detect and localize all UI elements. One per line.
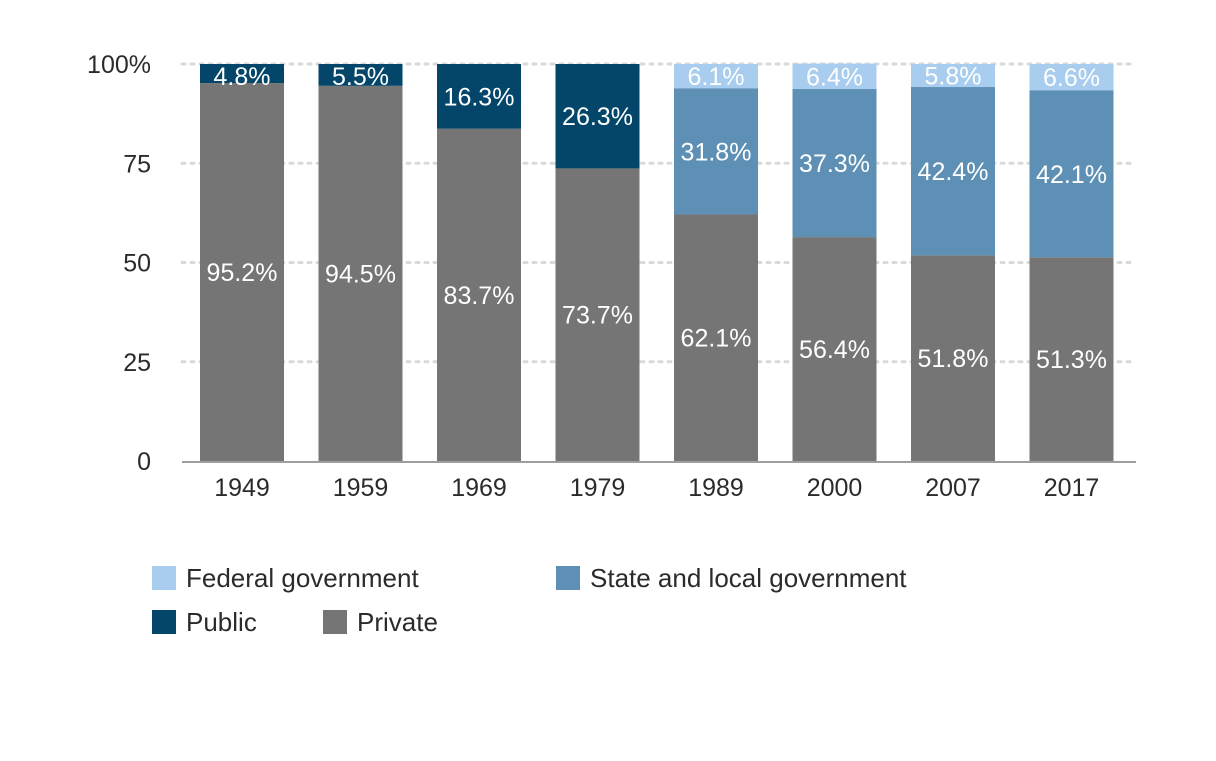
data-label-public-1969: 16.3% xyxy=(444,83,515,111)
y-tick-label-100: 100% xyxy=(87,51,151,79)
x-tick-label-2000: 2000 xyxy=(807,474,863,502)
bar-public-1969 xyxy=(437,64,521,129)
y-tick-label-50: 50 xyxy=(123,250,151,278)
x-tick-label-2007: 2007 xyxy=(925,474,981,502)
legend-item-private: Private xyxy=(323,607,438,637)
legend-swatch-private xyxy=(323,610,347,634)
legend-label-state-local-government: State and local government xyxy=(590,562,907,593)
bar-federal-government-2000 xyxy=(792,63,877,90)
bar-state-and-local-government-2007 xyxy=(911,87,995,256)
data-label-private-2017: 51.3% xyxy=(1036,346,1107,374)
x-tick-label-1989: 1989 xyxy=(688,474,744,502)
data-label-private-1949: 95.2% xyxy=(207,259,278,287)
legend-item-state-local-government: State and local government xyxy=(556,563,907,593)
bar-state-and-local-government-1989 xyxy=(674,88,758,215)
legend-swatch-public xyxy=(152,610,176,634)
data-label-public-1959: 5.5% xyxy=(332,63,389,91)
data-label-federal-government-2017: 6.6% xyxy=(1043,64,1100,92)
bar-public-1959 xyxy=(318,64,403,86)
x-tick-label-1979: 1979 xyxy=(570,474,626,502)
legend-label-private: Private xyxy=(357,606,438,637)
legend-item-federal-government: Federal government xyxy=(152,563,419,593)
data-label-public-1979: 26.3% xyxy=(562,103,633,131)
bar-private-2017 xyxy=(1029,257,1114,461)
bar-public-1949 xyxy=(200,64,284,84)
legend-swatch-state-local-government xyxy=(556,566,580,590)
legend-label-public: Public xyxy=(186,606,257,637)
data-label-private-1979: 73.7% xyxy=(562,302,633,330)
bar-public-1979 xyxy=(555,64,640,169)
bar-state-and-local-government-2000 xyxy=(792,89,877,238)
data-label-state-and-local-government-2017: 42.1% xyxy=(1036,161,1107,189)
x-tick-label-1949: 1949 xyxy=(214,474,270,502)
bar-private-2007 xyxy=(911,255,995,461)
x-axis: 1949 1959 1969 1979 1989 2000 2007 2017 xyxy=(182,461,1136,502)
data-label-federal-government-2007: 5.8% xyxy=(925,63,982,91)
data-labels: 95.2% 4.8% 94.5% 5.5% 83.7% 16.3% 73.7% 26.3% 62… xyxy=(207,63,1107,375)
bar-private-1949 xyxy=(200,83,284,461)
data-label-private-2000: 56.4% xyxy=(799,336,870,364)
bar-federal-government-2007 xyxy=(911,64,995,88)
bar-private-1969 xyxy=(437,128,521,461)
bar-federal-government-2017 xyxy=(1029,64,1114,91)
x-tick-label-1959: 1959 xyxy=(333,474,389,502)
data-label-private-1959: 94.5% xyxy=(325,260,396,288)
y-tick-label-0: 0 xyxy=(137,448,151,476)
bar-private-1979 xyxy=(555,168,640,461)
bar-private-1989 xyxy=(674,214,758,461)
bar-private-1959 xyxy=(318,85,403,462)
x-tick-label-1969: 1969 xyxy=(451,474,507,502)
legend-swatch-federal-government xyxy=(152,566,176,590)
legend-item-public: Public xyxy=(152,607,257,637)
data-label-private-1969: 83.7% xyxy=(444,282,515,310)
bar-state-and-local-government-2017 xyxy=(1029,90,1114,258)
data-label-federal-government-2000: 6.4% xyxy=(806,63,863,91)
legend: Federal government State and local gover… xyxy=(152,563,1052,653)
bars xyxy=(200,63,1114,462)
x-tick-label-2017: 2017 xyxy=(1044,474,1100,502)
y-tick-label-75: 75 xyxy=(123,150,151,178)
data-label-private-1989: 62.1% xyxy=(681,325,752,353)
y-axis: 0 25 50 75 100% xyxy=(87,51,151,476)
data-label-state-and-local-government-2007: 42.4% xyxy=(918,158,989,186)
data-label-state-and-local-government-1989: 31.8% xyxy=(681,138,752,166)
data-label-private-2007: 51.8% xyxy=(918,345,989,373)
data-label-state-and-local-government-2000: 37.3% xyxy=(799,150,870,178)
bar-federal-government-1989 xyxy=(674,64,758,89)
y-tick-label-25: 25 xyxy=(123,349,151,377)
stacked-bar-chart: 0 25 50 75 100% 95.2% 4.8% 94.5% 5.5% 83.7% 16.3%… xyxy=(87,51,1138,502)
bar-private-2000 xyxy=(792,237,877,461)
legend-label-federal-government: Federal government xyxy=(186,562,419,593)
data-label-public-1949: 4.8% xyxy=(214,63,271,91)
data-label-federal-government-1989: 6.1% xyxy=(688,63,745,91)
